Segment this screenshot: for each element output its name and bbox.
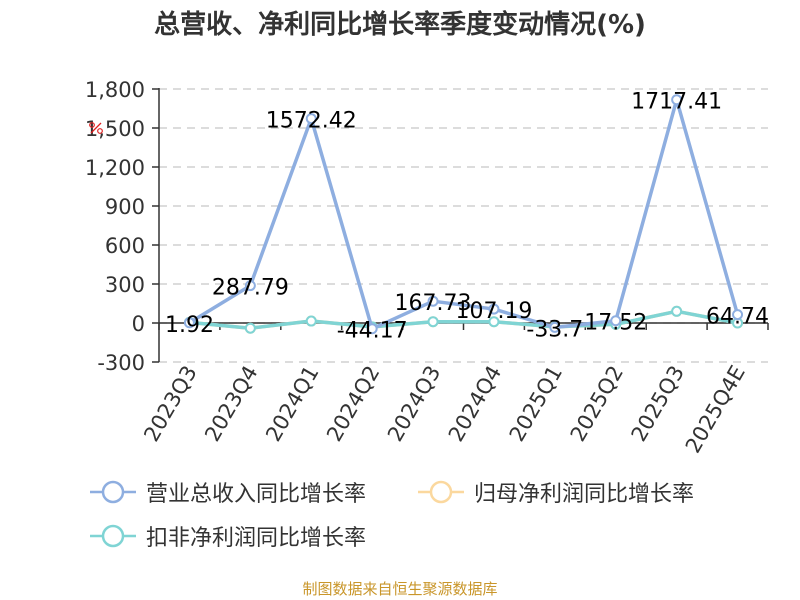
data-point[interactable]	[671, 305, 683, 317]
x-tick-label: 2023Q3	[139, 362, 201, 446]
data-label: 17.52	[584, 311, 647, 336]
x-tick-label: 2025Q2	[566, 362, 628, 446]
data-point[interactable]	[549, 321, 561, 333]
data-point[interactable]	[244, 322, 256, 334]
data-label: 1572.42	[266, 109, 357, 134]
legend-label: 营业总收入同比增长率	[146, 482, 367, 507]
y-tick-label: 300	[105, 273, 145, 297]
legend-item-parent-net-profit[interactable]: 归母净利润同比增长率	[416, 476, 694, 508]
source-note: 制图数据来自恒生聚源数据库	[302, 580, 498, 598]
data-label: 167.73	[395, 291, 472, 316]
legend-item-revenue[interactable]: 营业总收入同比增长率	[88, 476, 366, 508]
data-label: 1.92	[165, 313, 214, 338]
data-label: 287.79	[212, 276, 289, 301]
data-point[interactable]	[488, 316, 500, 328]
legend-line-circle-icon	[418, 480, 464, 504]
data-point[interactable]	[610, 315, 622, 327]
data-label: 107.19	[455, 299, 532, 324]
legend-label: 归母净利润同比增长率	[474, 482, 695, 507]
series-line	[188, 97, 740, 331]
x-tick-label: 2024Q3	[383, 362, 445, 446]
y-tick-label: 600	[105, 234, 145, 258]
data-point[interactable]	[183, 317, 195, 329]
percent-unit-icon	[88, 120, 104, 136]
data-point[interactable]	[732, 309, 744, 321]
x-tick-label: 2025Q3	[627, 362, 689, 446]
chart-title: 总营收、净利同比增长率季度变动情况(%)	[154, 10, 646, 40]
data-point[interactable]	[366, 323, 378, 335]
legend-line-circle-icon	[90, 524, 136, 548]
data-point[interactable]	[244, 280, 256, 292]
legend-label: 扣非净利润同比增长率	[146, 526, 367, 551]
data-point[interactable]	[427, 316, 439, 328]
data-point[interactable]	[488, 303, 500, 315]
x-tick-label: 2023Q4	[200, 362, 262, 446]
y-tick-label: 900	[105, 195, 145, 219]
legend-line-circle-icon	[90, 480, 136, 504]
y-tick-label: 0	[132, 312, 145, 336]
data-point[interactable]	[305, 113, 317, 125]
data-label: -44.17	[337, 319, 408, 344]
data-point[interactable]	[671, 94, 683, 106]
y-tick-label: -300	[97, 351, 145, 375]
data-point[interactable]	[305, 315, 317, 327]
series-line	[189, 309, 738, 330]
x-tick-label: 2024Q4	[444, 362, 506, 446]
data-label: 1717.41	[631, 90, 722, 115]
x-tick-label: 2024Q1	[261, 362, 323, 446]
data-label: 64.74	[706, 305, 769, 330]
x-tick-label: 2024Q2	[322, 362, 384, 446]
x-tick-label: 2025Q4E	[681, 362, 750, 458]
y-tick-label: 1,200	[85, 156, 145, 180]
legend-item-deducted-net-profit[interactable]: 扣非净利润同比增长率	[88, 520, 366, 552]
data-label: -33.7	[526, 317, 583, 342]
x-tick-label: 2025Q1	[505, 362, 567, 446]
data-point[interactable]	[427, 295, 439, 307]
y-tick-label: 1,800	[85, 78, 145, 102]
